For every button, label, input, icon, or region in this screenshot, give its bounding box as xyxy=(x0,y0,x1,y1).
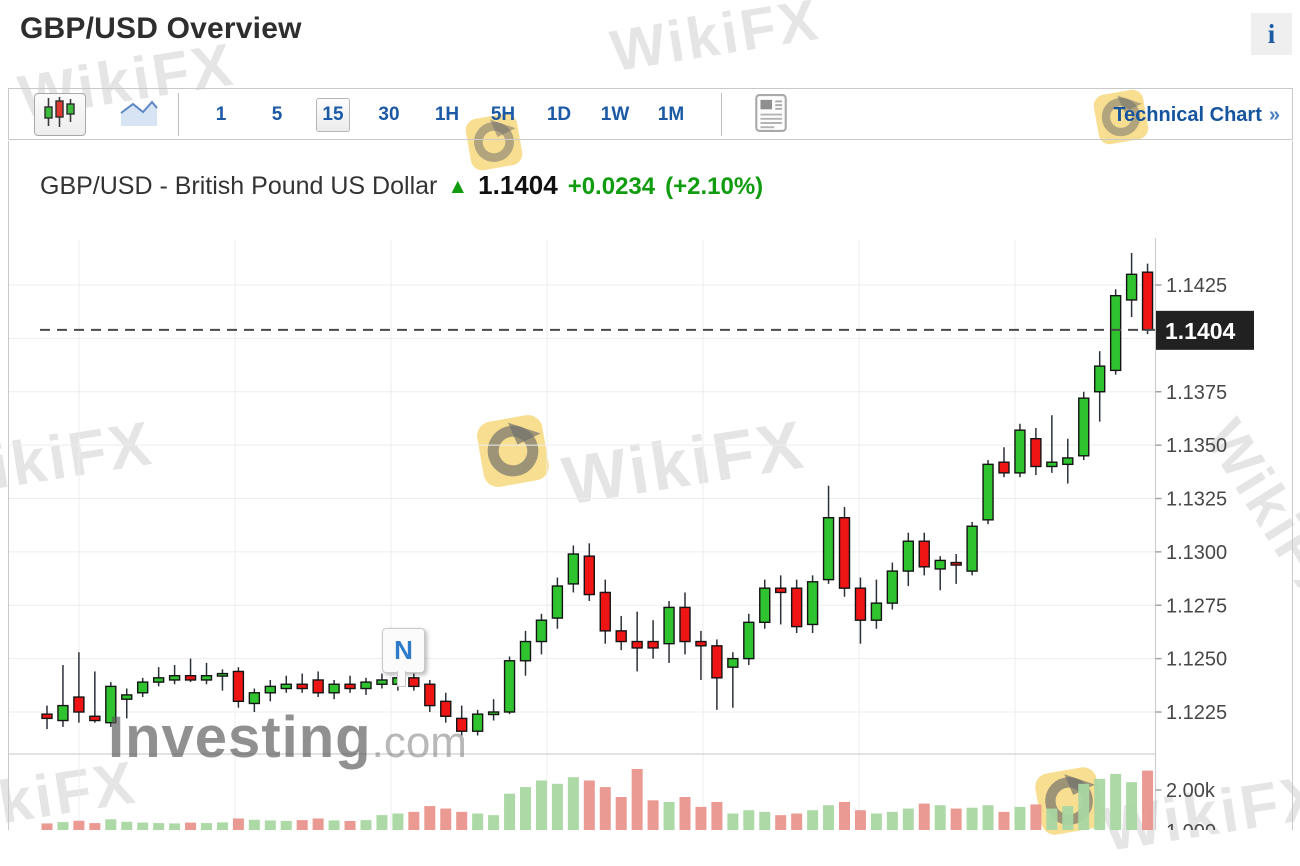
news-marker-tail xyxy=(397,671,406,687)
price-axis-labels: 1.1425 1.1375 1.1350 1.1325 1.1300 1.1275 1.12… xyxy=(1155,275,1227,830)
newspaper-icon xyxy=(754,93,788,138)
gridlines xyxy=(9,240,1156,830)
svg-text:1.1425: 1.1425 xyxy=(1166,275,1227,297)
info-button[interactable]: i xyxy=(1251,13,1292,55)
price-change: +0.0234 xyxy=(567,173,656,200)
news-event-marker[interactable]: N xyxy=(382,628,425,673)
svg-text:1.1275: 1.1275 xyxy=(1166,595,1227,617)
news-marker-label: N xyxy=(394,635,413,665)
svg-text:1.1250: 1.1250 xyxy=(1166,649,1227,671)
technical-chart-label: Technical Chart xyxy=(1113,103,1262,126)
toolbar-separator xyxy=(178,93,179,136)
news-button[interactable] xyxy=(748,93,794,137)
timeframe-30[interactable]: 30 xyxy=(378,104,400,125)
toolbar-separator xyxy=(721,93,722,136)
info-icon: i xyxy=(1267,18,1276,49)
up-arrow-icon: ▲ xyxy=(447,175,469,198)
timeframe-1h[interactable]: 1H xyxy=(434,104,460,125)
svg-text:1.1375: 1.1375 xyxy=(1166,382,1227,404)
timeframe-5h[interactable]: 5H xyxy=(490,104,516,125)
line-chart-icon xyxy=(118,98,160,133)
svg-text:1.1325: 1.1325 xyxy=(1166,489,1227,511)
svg-text:1.1350: 1.1350 xyxy=(1166,435,1227,457)
line-chart-type-button[interactable] xyxy=(112,97,166,133)
timeframe-1d[interactable]: 1D xyxy=(546,104,572,125)
page-title: GBP/USD Overview xyxy=(20,12,302,45)
instrument-header: GBP/USD - British Pound US Dollar ▲ 1.14… xyxy=(40,170,763,201)
timeframe-15-selected[interactable]: 15 xyxy=(316,98,350,132)
candles xyxy=(41,252,1154,736)
technical-chart-link[interactable]: Technical Chart » xyxy=(1113,89,1280,141)
timeframe-1[interactable]: 1 xyxy=(215,104,227,125)
svg-text:1.1404: 1.1404 xyxy=(1165,318,1236,344)
current-price-tag: 1.1404 xyxy=(1156,310,1254,350)
volume-bars xyxy=(41,768,1154,830)
svg-text:1.1300: 1.1300 xyxy=(1166,542,1227,564)
svg-text:1.1225: 1.1225 xyxy=(1166,702,1227,724)
instrument-name: GBP/USD - British Pound US Dollar xyxy=(40,172,438,200)
svg-text:2.00k: 2.00k xyxy=(1166,780,1216,802)
svg-text:1.000: 1.000 xyxy=(1166,821,1216,830)
candlestick-chart-type-button[interactable] xyxy=(34,93,86,136)
candlestick-icon xyxy=(42,95,78,134)
double-chevron-right-icon: » xyxy=(1268,103,1280,126)
chart-toolbar: 1 5 15 30 1H 5H 1D 1W 1M Technical Chart… xyxy=(8,88,1293,140)
last-price: 1.1404 xyxy=(478,170,558,200)
timeframe-1m[interactable]: 1M xyxy=(657,104,685,125)
price-change-percent: (+2.10%) xyxy=(665,173,764,200)
timeframe-1w[interactable]: 1W xyxy=(600,104,630,125)
timeframe-5[interactable]: 5 xyxy=(271,104,283,125)
